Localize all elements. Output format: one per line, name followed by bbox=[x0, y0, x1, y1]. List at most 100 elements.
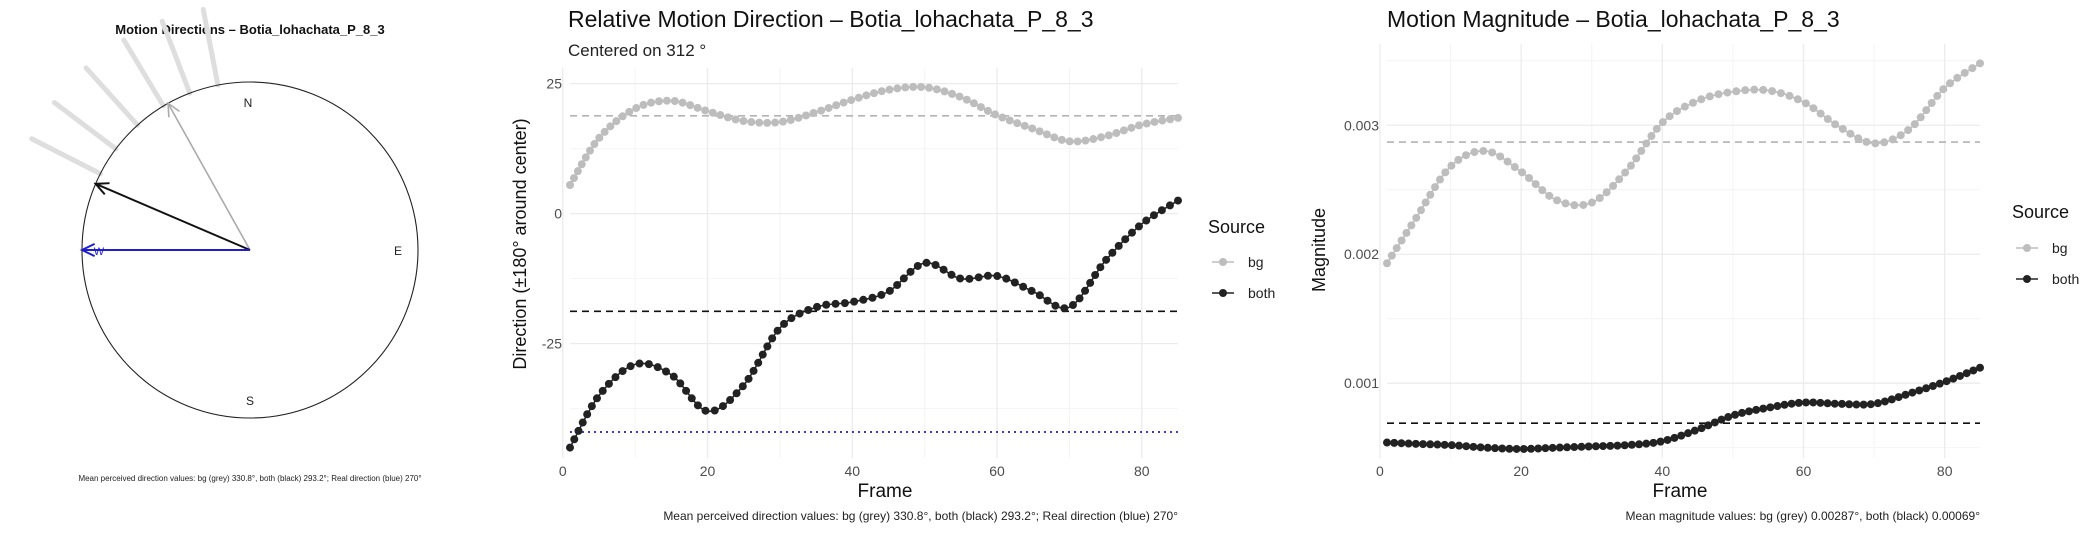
series-point-bg bbox=[1658, 118, 1667, 127]
series-point-both bbox=[1498, 444, 1507, 453]
series-point-bg bbox=[909, 82, 918, 91]
series-point-bg bbox=[1880, 138, 1889, 147]
series-point-both bbox=[983, 271, 992, 280]
series-point-bg bbox=[670, 97, 679, 106]
series-point-bg bbox=[618, 112, 627, 121]
magnitude-legend-both-marker bbox=[2023, 275, 2031, 283]
series-point-both bbox=[1043, 296, 1052, 305]
series-point-bg bbox=[779, 117, 788, 126]
series-point-both bbox=[1915, 386, 1924, 395]
series-point-bg bbox=[654, 97, 663, 106]
series-point-both bbox=[1490, 444, 1499, 453]
series-point-both bbox=[587, 402, 596, 411]
series-point-both bbox=[1462, 442, 1471, 451]
series-point-both bbox=[662, 367, 671, 376]
series-point-both bbox=[687, 394, 696, 403]
y-tick-label: -25 bbox=[542, 336, 562, 352]
series-point-bg bbox=[1383, 259, 1391, 268]
series-point-bg bbox=[1809, 104, 1818, 113]
series-point-bg bbox=[955, 92, 964, 101]
series-point-bg bbox=[1579, 200, 1588, 209]
series-point-both bbox=[644, 360, 653, 369]
series-point-both bbox=[1019, 282, 1028, 291]
series-point-both bbox=[1002, 274, 1011, 283]
series-point-both bbox=[611, 373, 620, 382]
series-point-bg bbox=[1816, 109, 1825, 118]
x-tick-label: 80 bbox=[1937, 463, 1953, 479]
series-point-both bbox=[1127, 228, 1136, 237]
series-point-bg bbox=[1042, 130, 1051, 139]
series-point-both bbox=[1738, 408, 1747, 417]
compass-arrow-both bbox=[95, 182, 251, 251]
series-point-both bbox=[1635, 440, 1644, 449]
series-point-both bbox=[1505, 444, 1514, 453]
series-point-bg bbox=[1688, 98, 1697, 107]
series-point-both bbox=[1684, 429, 1693, 438]
magnitude-legend-bg-label: bg bbox=[2052, 240, 2068, 256]
series-point-both bbox=[1096, 263, 1105, 272]
compass-arrowhead-bg bbox=[167, 101, 180, 118]
magnitude-caption: Mean magnitude values: bg (grey) 0.00287… bbox=[1626, 509, 1981, 523]
series-point-bg bbox=[1561, 199, 1570, 208]
series-point-both bbox=[1809, 398, 1818, 407]
series-point-both bbox=[1773, 402, 1782, 411]
series-point-both bbox=[768, 334, 777, 343]
series-point-bg bbox=[1412, 213, 1421, 222]
series-point-both bbox=[1901, 390, 1910, 399]
series-point-bg bbox=[1461, 151, 1470, 160]
series-point-bg bbox=[678, 98, 687, 107]
series-point-bg bbox=[600, 127, 609, 136]
series-point-bg bbox=[1680, 102, 1689, 111]
compass-arrowhead-real bbox=[79, 243, 96, 257]
series-point-bg bbox=[854, 93, 863, 102]
series-point-bg bbox=[1545, 191, 1554, 200]
direction-plot-area: 0 20 40 60 80 -25 0 25 bbox=[542, 68, 1182, 479]
series-point-both bbox=[1102, 255, 1111, 264]
compass-ray-5 bbox=[200, 7, 221, 88]
series-point-both bbox=[1942, 377, 1951, 386]
series-point-both bbox=[1830, 399, 1839, 408]
series-point-both bbox=[1837, 399, 1846, 408]
series-point-bg bbox=[716, 111, 725, 120]
series-point-both bbox=[1541, 444, 1550, 453]
series-point-both bbox=[1606, 441, 1615, 450]
series-point-bg bbox=[1768, 87, 1777, 96]
series-point-bg bbox=[1916, 113, 1925, 122]
series-point-both bbox=[1845, 400, 1854, 409]
series-point-bg bbox=[1595, 193, 1604, 202]
series-point-bg bbox=[1741, 86, 1750, 95]
series-point-bg bbox=[723, 113, 732, 122]
series-point-bg bbox=[1174, 113, 1182, 122]
series-point-both bbox=[913, 261, 922, 270]
series-point-bg bbox=[1431, 183, 1440, 192]
series-point-bg bbox=[1673, 107, 1682, 116]
series-point-both bbox=[947, 270, 956, 279]
direction-title: Relative Motion Direction – Botia_lohach… bbox=[568, 6, 1094, 32]
series-point-both bbox=[1908, 388, 1917, 397]
series-point-both bbox=[635, 359, 644, 368]
series-point-bg bbox=[1831, 120, 1840, 129]
series-point-bg bbox=[1888, 135, 1897, 144]
series-point-bg bbox=[1065, 137, 1074, 146]
series-point-bg bbox=[839, 98, 848, 107]
series-point-bg bbox=[612, 117, 621, 126]
series-point-both bbox=[1642, 439, 1651, 448]
series-point-both bbox=[676, 379, 685, 388]
series-point-both bbox=[1894, 393, 1903, 402]
series-point-bg bbox=[1939, 85, 1948, 94]
series-point-both bbox=[1411, 439, 1420, 448]
direction-caption: Mean perceived direction values: bg (gre… bbox=[663, 509, 1178, 523]
series-point-both bbox=[1816, 398, 1825, 407]
series-point-bg bbox=[925, 83, 934, 92]
compass-label-south: S bbox=[246, 394, 254, 408]
compass-ray-0 bbox=[29, 136, 103, 177]
series-point-both bbox=[1563, 443, 1572, 452]
series-point-both bbox=[877, 290, 886, 299]
series-point-bg bbox=[581, 153, 590, 162]
compass-label-north: N bbox=[244, 96, 253, 110]
series-point-both bbox=[710, 406, 719, 415]
series-point-both bbox=[813, 302, 822, 311]
series-point-bg bbox=[701, 106, 710, 115]
series-point-bg bbox=[1896, 131, 1905, 140]
